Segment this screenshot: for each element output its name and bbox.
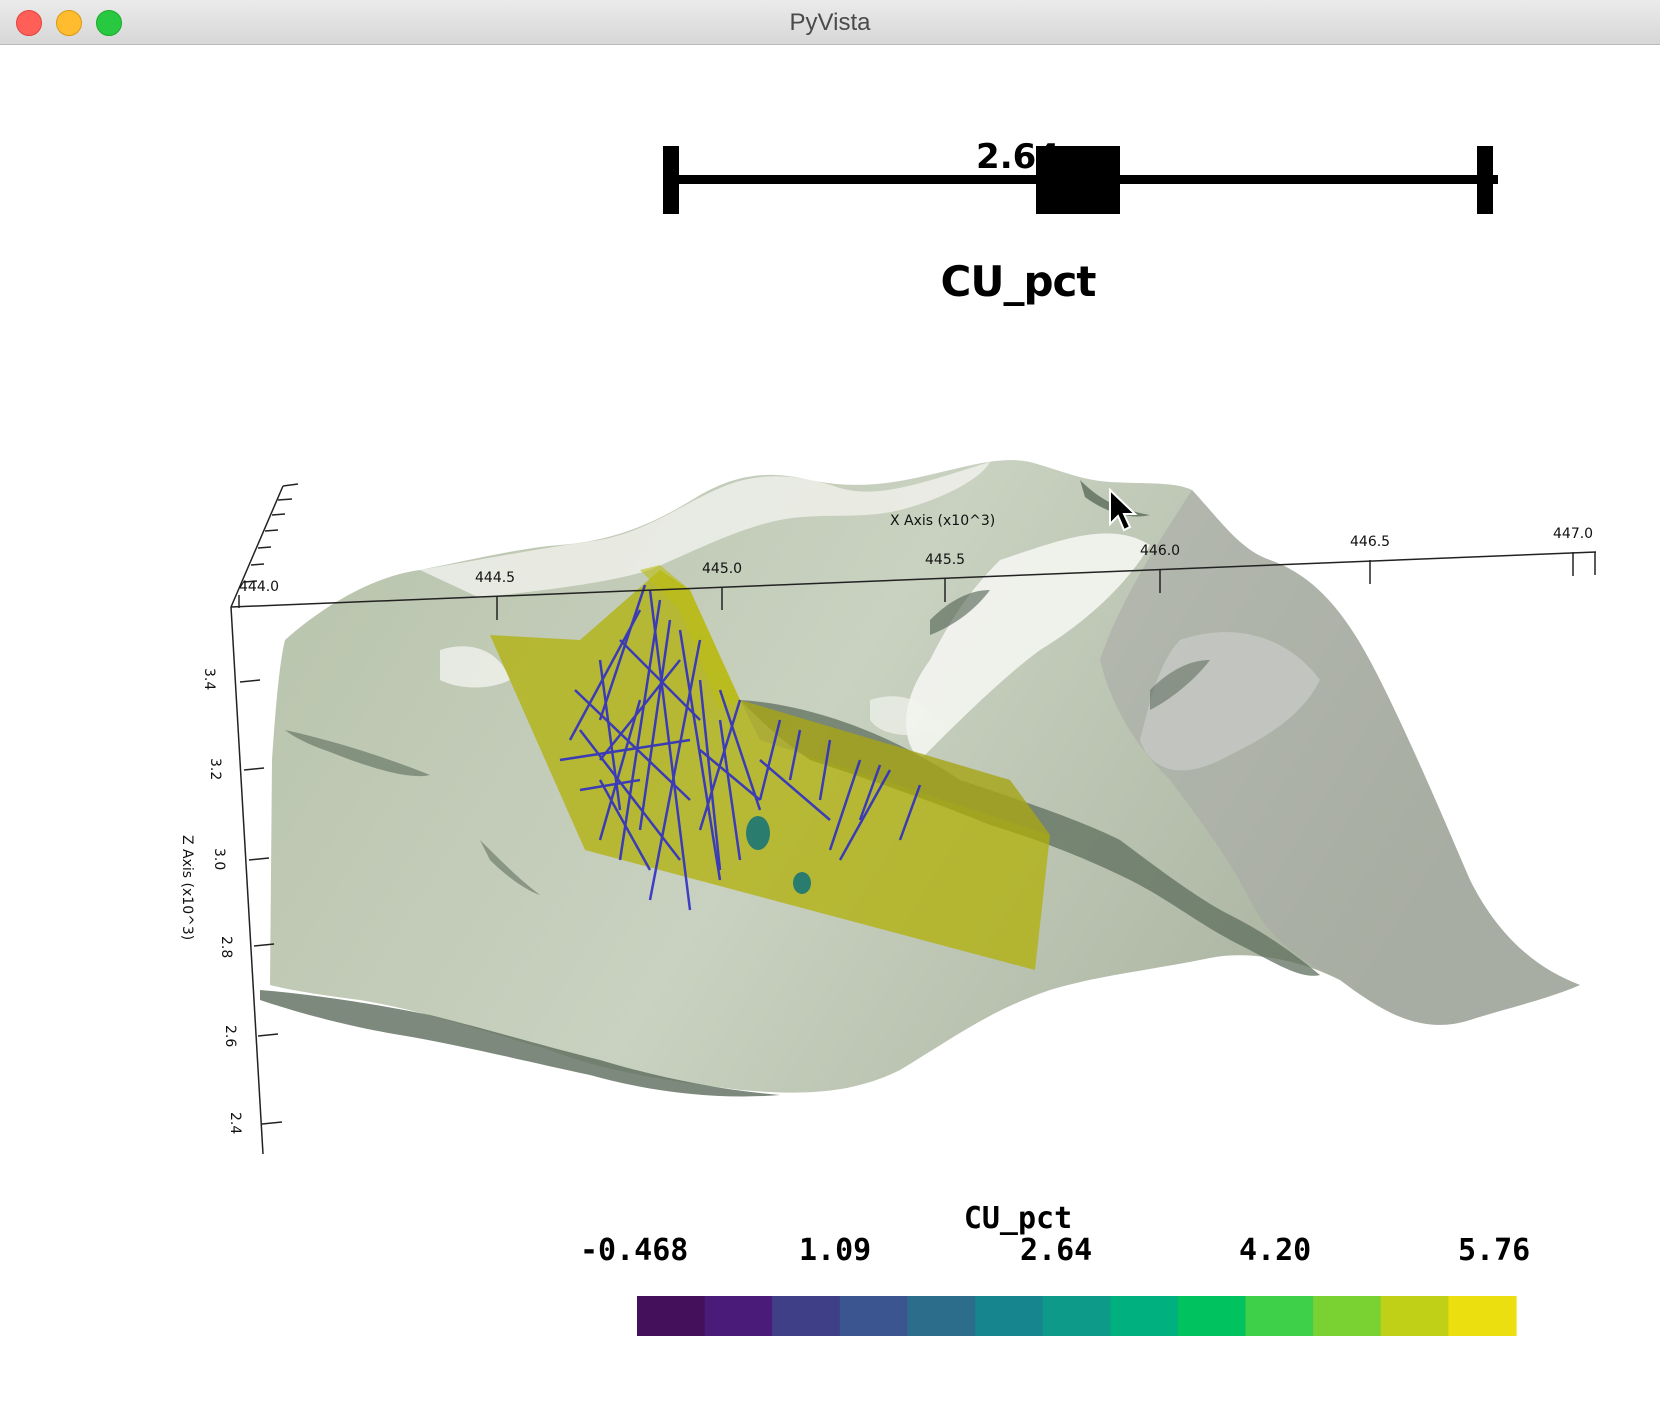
colorbar-label-max: 5.76 (1458, 1233, 1531, 1268)
slider-cap-left (663, 146, 679, 214)
mouse-cursor-icon (1109, 487, 1138, 532)
z-axis-labels: Z Axis (x10^3) 3.4 3.2 3.0 2.8 2.6 2.4 (179, 668, 243, 1134)
window-title: PyVista (789, 9, 871, 36)
colorbar-swatch (1380, 1296, 1449, 1336)
minimize-button[interactable] (56, 10, 82, 36)
z-tick-label: 3.4 (201, 668, 217, 690)
z-axis-title: Z Axis (x10^3) (179, 835, 195, 940)
colorbar-swatch (1110, 1296, 1179, 1336)
colorbar-label: 1.09 (799, 1233, 872, 1268)
z-tick-label: 2.8 (218, 936, 234, 958)
axes (230, 483, 1597, 1155)
drillholes (559, 584, 922, 911)
slider-handle[interactable] (1036, 146, 1120, 214)
render-viewport[interactable]: X Axis (x10^3) 444.0 444.5 445.0 445.5 4… (0, 45, 1660, 1406)
colorbar-label: 4.20 (1239, 1233, 1312, 1268)
slider-cap-right (1477, 146, 1493, 214)
slider-value-label: 2.64 (976, 137, 1060, 177)
colorbar-swatch (704, 1296, 773, 1336)
colorbar-swatch (1448, 1296, 1517, 1336)
z-tick-label: 3.0 (211, 848, 227, 870)
3d-scene[interactable]: X Axis (x10^3) 444.0 444.5 445.0 445.5 4… (0, 45, 1660, 1406)
colorbar-label-min: -0.468 (580, 1233, 689, 1268)
colorbar-swatch (1177, 1296, 1247, 1336)
close-button[interactable] (16, 10, 42, 36)
slider-title: CU_pct (940, 257, 1097, 306)
x-tick-label: 445.5 (925, 552, 965, 568)
colorbar-swatch (975, 1296, 1044, 1336)
x-tick-label: 446.5 (1350, 534, 1390, 550)
z-tick-label: 2.6 (222, 1025, 238, 1047)
x-tick-label: 447.0 (1553, 526, 1593, 542)
zoom-button[interactable] (96, 10, 122, 36)
colorbar-swatch (839, 1296, 908, 1336)
colorbar-swatch (772, 1296, 841, 1336)
x-tick-label: 445.0 (702, 561, 742, 577)
cu-pct-slider[interactable] (663, 146, 1498, 214)
x-axis-title: X Axis (x10^3) (890, 513, 995, 529)
colorbar-label: 2.64 (1020, 1233, 1093, 1268)
colorbar-swatch (1042, 1296, 1111, 1336)
colorbar-swatch (637, 1296, 706, 1336)
colorbar-swatch (1313, 1296, 1382, 1336)
x-tick-label: 446.0 (1140, 543, 1180, 559)
x-tick-label: 444.0 (239, 579, 279, 595)
z-tick-label: 3.2 (207, 758, 223, 780)
z-tick-label: 2.4 (227, 1112, 243, 1134)
grade-blobs (746, 816, 811, 894)
x-tick-label: 444.5 (475, 570, 515, 586)
scalar-colorbar (637, 1296, 1517, 1336)
colorbar-swatch (1245, 1296, 1314, 1336)
x-axis-labels: X Axis (x10^3) 444.0 444.5 445.0 445.5 4… (239, 513, 1593, 595)
colorbar-title: CU_pct (963, 1201, 1073, 1236)
colorbar-swatch (907, 1296, 976, 1336)
title-bar: PyVista (0, 0, 1660, 45)
